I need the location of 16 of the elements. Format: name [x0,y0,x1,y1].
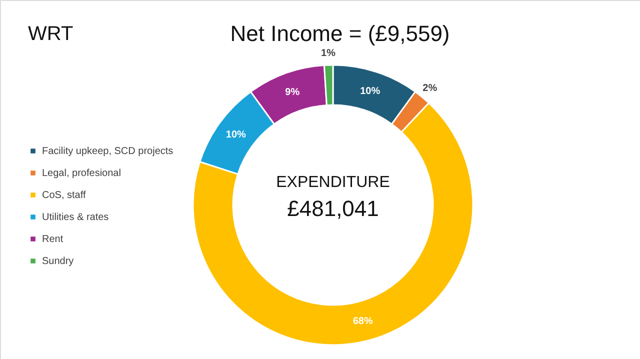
legend-label: Utilities & rates [42,212,109,223]
legend-label: Facility upkeep, SCD projects [42,146,174,157]
data-label: 1% [321,48,336,60]
legend-label: CoS, staff [42,190,86,201]
data-label: 10% [360,86,380,97]
legend-label: Legal, profesional [42,168,121,179]
data-label: 2% [422,82,438,94]
data-label: 68% [352,316,373,328]
text: EXPENDITURE [276,174,390,191]
data-label: 10% [226,129,246,140]
chart-title: Net Income = (£9,559) [230,21,450,46]
chart-subtitle: WRT [28,23,74,45]
legend-label: Sundry [42,256,74,267]
legend-label: Rent [42,234,64,245]
text: £481,041 [287,196,379,221]
data-label: 9% [285,87,300,98]
